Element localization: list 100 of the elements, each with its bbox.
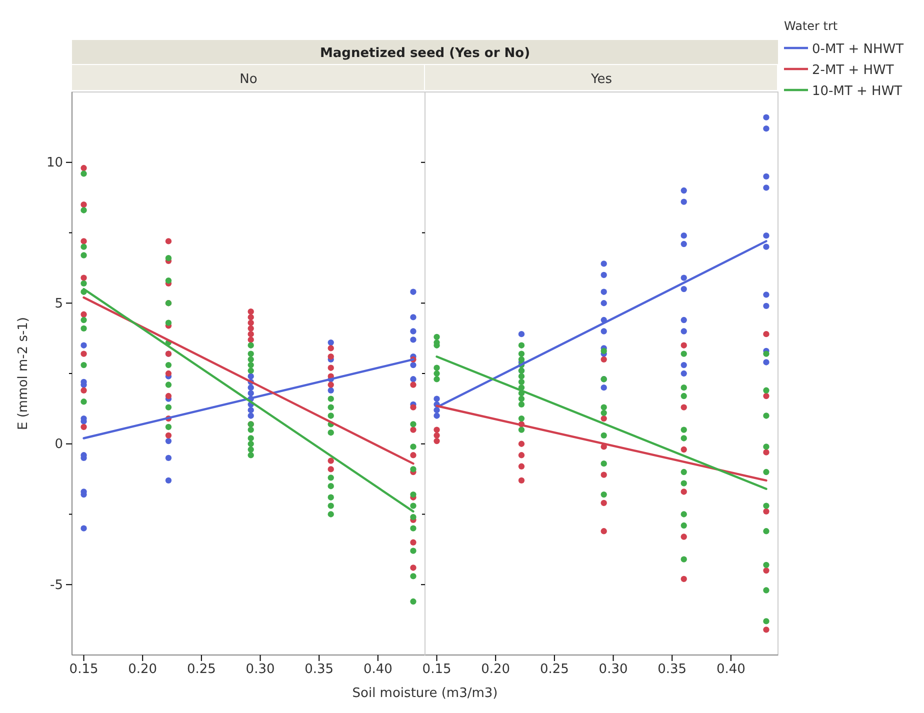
- point: [80, 387, 87, 394]
- point: [680, 350, 687, 357]
- point: [80, 170, 87, 177]
- point: [434, 426, 440, 433]
- point: [600, 410, 607, 416]
- point: [763, 350, 770, 357]
- point: [328, 345, 334, 352]
- point: [600, 500, 607, 506]
- point: [328, 502, 334, 509]
- point: [410, 382, 416, 388]
- point: [328, 458, 334, 464]
- point: [165, 255, 172, 262]
- point: [80, 342, 87, 348]
- point: [248, 336, 254, 343]
- point: [80, 280, 87, 287]
- point: [165, 238, 172, 244]
- point: [410, 539, 416, 546]
- point: [763, 502, 770, 509]
- point: [80, 424, 87, 430]
- point: [763, 292, 770, 298]
- point: [518, 373, 525, 380]
- point: [600, 491, 607, 498]
- x-axis-title: Soil moisture (m3/m3): [352, 686, 498, 701]
- point: [518, 378, 525, 386]
- point: [410, 573, 416, 580]
- x-tick-label: 0.20: [128, 662, 158, 678]
- chart-title: Magnetized seed (Yes or No): [320, 46, 530, 61]
- point: [763, 449, 770, 456]
- x-tick-label: 0.30: [246, 662, 275, 678]
- point: [410, 362, 416, 368]
- point: [680, 362, 687, 368]
- point: [680, 286, 687, 292]
- point: [80, 311, 87, 318]
- point: [600, 432, 607, 439]
- point: [328, 430, 334, 436]
- y-tick-label: 0: [54, 437, 63, 452]
- point: [80, 164, 87, 172]
- point: [680, 392, 687, 400]
- y-tick-label: 10: [46, 156, 63, 171]
- chart-subtitle: Yes: [590, 72, 612, 87]
- point: [680, 316, 687, 324]
- point: [600, 356, 607, 363]
- point: [410, 452, 416, 458]
- point: [410, 376, 416, 382]
- point: [518, 477, 525, 484]
- chart-subtitle: No: [240, 72, 258, 87]
- point: [763, 387, 770, 394]
- point: [600, 260, 607, 267]
- point: [434, 334, 440, 340]
- point: [600, 328, 607, 334]
- point: [248, 308, 254, 315]
- point: [600, 300, 607, 306]
- point: [680, 468, 687, 476]
- point: [248, 320, 254, 326]
- point: [80, 362, 87, 368]
- point: [518, 350, 525, 357]
- point: [80, 244, 87, 250]
- point: [248, 407, 254, 414]
- point: [434, 438, 440, 444]
- x-tick-label: 0.25: [540, 662, 569, 678]
- y-axis-title: E (mmol m-2 s-1): [16, 316, 31, 430]
- point: [410, 548, 416, 554]
- point: [518, 342, 525, 348]
- point: [763, 412, 770, 419]
- point: [763, 528, 770, 534]
- point: [434, 370, 440, 377]
- point: [328, 412, 334, 419]
- point: [248, 435, 254, 442]
- point: [434, 412, 440, 419]
- x-tick-label: 0.40: [716, 662, 746, 678]
- point: [328, 511, 334, 518]
- point: [165, 370, 172, 377]
- point: [680, 404, 687, 410]
- point: [518, 452, 525, 458]
- point: [410, 404, 416, 410]
- point: [763, 359, 770, 366]
- point: [165, 382, 172, 388]
- point: [680, 488, 687, 495]
- point: [763, 508, 770, 515]
- point: [410, 288, 416, 295]
- point: [328, 466, 334, 472]
- y-tick-label: 5: [54, 296, 63, 312]
- point: [248, 325, 254, 332]
- point: [165, 278, 172, 284]
- point: [80, 274, 87, 281]
- point: [248, 350, 254, 357]
- point: [410, 502, 416, 509]
- point: [80, 398, 87, 405]
- point: [165, 362, 172, 368]
- point: [80, 252, 87, 258]
- point: [80, 350, 87, 357]
- point: [410, 525, 416, 532]
- point: [328, 364, 334, 371]
- point: [328, 387, 334, 394]
- x-tick-label: 0.25: [186, 662, 216, 678]
- point: [248, 390, 254, 396]
- point: [600, 272, 607, 278]
- point: [165, 424, 172, 430]
- point: [165, 438, 172, 444]
- point: [410, 328, 416, 334]
